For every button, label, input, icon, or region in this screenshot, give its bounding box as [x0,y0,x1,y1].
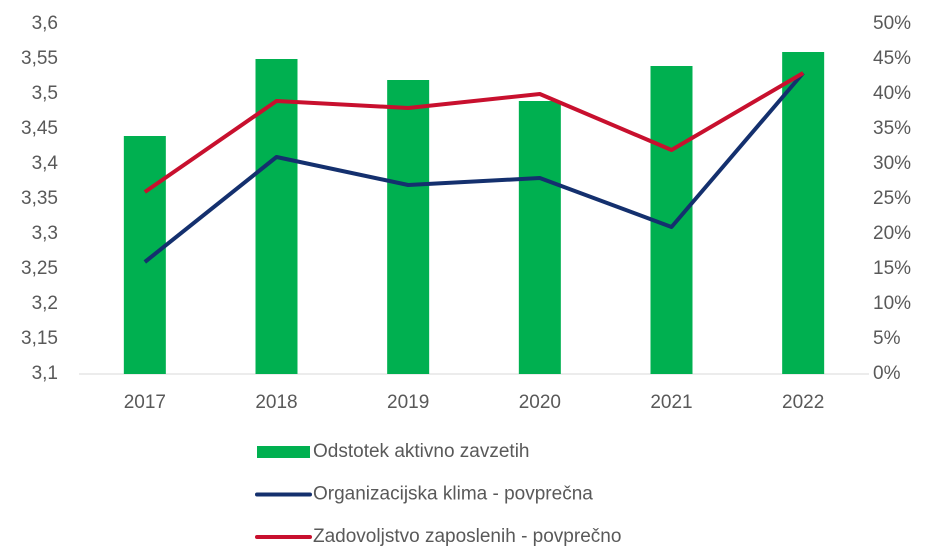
legend-swatch [257,446,310,458]
y-tick-label: 3,4 [32,153,59,174]
bar [123,136,166,374]
y-tick-label: 3,15 [21,328,58,349]
x-tick-label: 2022 [782,392,824,413]
bar [782,52,825,374]
legend-label: Zadovoljstvo zaposlenih - povprečno [313,526,621,547]
y-tick-label: 3,55 [21,48,58,69]
y-tick-label: 3,45 [21,118,58,139]
line [143,71,805,194]
y-tick-label: 3,3 [32,223,58,244]
y-tick-label: 3,2 [32,293,58,314]
y2-tick-label: 15% [873,258,911,279]
x-tick-label: 2017 [124,392,166,413]
y2-tick-label: 40% [873,83,911,104]
y-tick-label: 3,25 [21,258,58,279]
y2-tick-label: 0% [873,363,901,384]
y2-tick-label: 35% [873,118,911,139]
x-tick-label: 2019 [387,392,429,413]
x-tick-label: 2020 [519,392,561,413]
y2-tick-label: 25% [873,188,911,209]
x-tick-label: 2021 [650,392,692,413]
y-tick-label: 3,5 [32,83,58,104]
legend-label: Organizacijska klima - povprečna [313,484,593,505]
y2-tick-label: 20% [873,223,911,244]
y-tick-label: 3,35 [21,188,58,209]
bar [387,80,430,374]
x-tick-label: 2018 [255,392,297,413]
y-tick-label: 3,1 [32,363,58,384]
y-tick-label: 3,6 [32,13,58,34]
y2-tick-label: 10% [873,293,911,314]
y2-tick-label: 30% [873,153,911,174]
bar [518,101,561,374]
y2-tick-label: 5% [873,328,901,349]
y2-tick-label: 50% [873,13,911,34]
bar [255,59,298,374]
legend-label: Odstotek aktivno zavzetih [313,441,530,462]
y2-tick-label: 45% [873,48,911,69]
line [143,71,805,264]
